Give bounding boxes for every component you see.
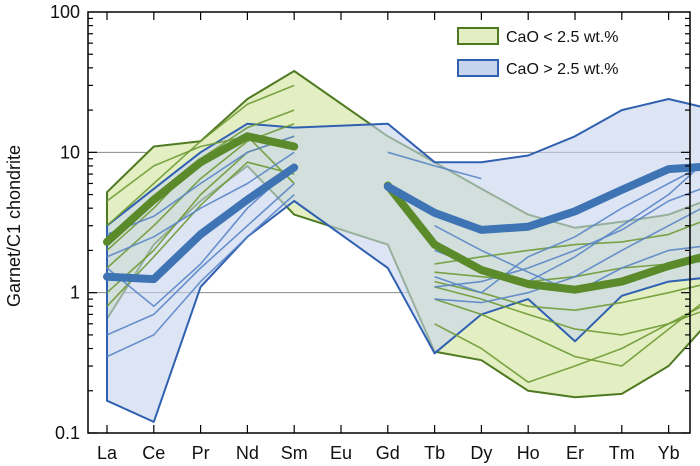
sample-line-high-16 — [106, 165, 295, 308]
field-high-cao — [106, 98, 700, 423]
y-axis-title: Garnet/C1 chondrite — [4, 145, 24, 307]
fields — [106, 70, 700, 423]
sample-line-high-18 — [434, 166, 700, 294]
y-tick-label-1: 1 — [70, 283, 80, 303]
plot-frame — [87, 11, 691, 434]
legend-swatch-low — [457, 27, 499, 45]
sample-line-high-17 — [387, 151, 482, 180]
sample-line-high-19 — [434, 188, 700, 288]
mean-line-low-1 — [383, 181, 700, 294]
x-tick-label-Ho: Ho — [517, 443, 540, 463]
sample-line-high-15 — [106, 135, 295, 236]
x-tick-label-Pr: Pr — [192, 443, 210, 463]
mean-line-high-1 — [383, 162, 700, 234]
sample-line-low-11 — [434, 298, 700, 367]
x-tick-label-Dy: Dy — [470, 443, 492, 463]
x-tick-label-Eu: Eu — [330, 443, 352, 463]
sample-line-low-4 — [106, 161, 295, 307]
x-tick-label-Tb: Tb — [424, 443, 445, 463]
x-tick-label-La: La — [97, 443, 118, 463]
x-tick-label-Ce: Ce — [142, 443, 165, 463]
mean-line-high-0 — [103, 163, 299, 284]
sample-line-high-12 — [106, 182, 295, 336]
sample-line-low-5 — [106, 135, 295, 202]
sample-line-low-9 — [434, 306, 700, 383]
sample-lines — [106, 84, 700, 383]
x-tick-label-Gd: Gd — [376, 443, 400, 463]
mean-lines — [103, 132, 700, 294]
x-tick-label-Yb: Yb — [658, 443, 680, 463]
legend-swatch-high — [457, 59, 499, 77]
sample-line-high-21 — [434, 208, 700, 304]
sample-line-low-0 — [106, 84, 295, 227]
sample-line-high-13 — [106, 194, 295, 358]
y-tick-labels: 100 10 1 0.1 — [50, 2, 80, 443]
mean-line-low-0 — [103, 132, 299, 246]
x-tick-label-Sm: Sm — [281, 443, 308, 463]
x-tick-label-Tm: Tm — [609, 443, 635, 463]
sample-line-low-2 — [106, 122, 295, 269]
x-tick-label-Nd: Nd — [236, 443, 259, 463]
legend-label-high: CaO > 2.5 wt.% — [506, 61, 619, 78]
plot-border — [87, 11, 691, 434]
sample-line-low-10 — [434, 221, 700, 265]
legend-label-low: CaO < 2.5 wt.% — [506, 29, 619, 46]
x-tick-labels: LaCePrNdSmEuGdTbDyHoErTmYbLu — [97, 443, 680, 463]
y-tick-label-100: 100 — [50, 2, 80, 22]
y-tick-label-10: 10 — [60, 142, 80, 162]
x-tick-label-Er: Er — [566, 443, 584, 463]
legend: CaO < 2.5 wt.% CaO > 2.5 wt.% — [457, 27, 619, 78]
y-tick-label-0.1: 0.1 — [55, 423, 80, 443]
sample-line-high-14 — [106, 151, 295, 258]
